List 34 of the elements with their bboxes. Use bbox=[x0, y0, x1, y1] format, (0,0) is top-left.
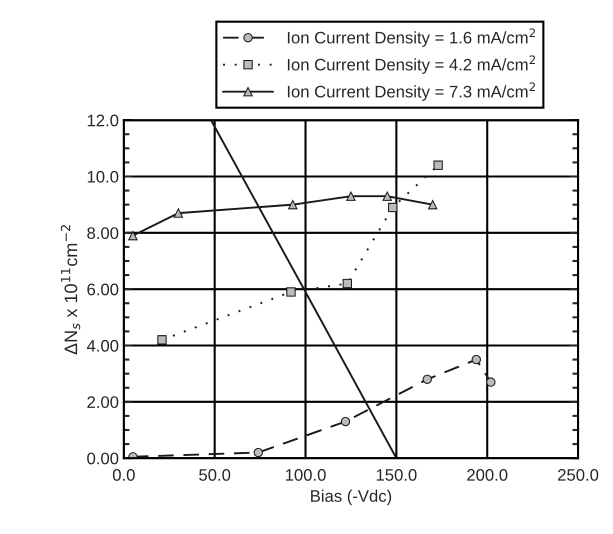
point bbox=[340, 416, 350, 426]
point bbox=[342, 278, 352, 288]
point bbox=[157, 335, 167, 345]
x-tick-label: 50.0 bbox=[199, 469, 230, 481]
x-axis-title: Bias (-Vdc) bbox=[311, 490, 392, 506]
y-tick-label: 6.00 bbox=[87, 284, 118, 296]
point bbox=[428, 200, 438, 210]
legend-label: Ion Current Density = 4.2 mA/cm$^{2}$ bbox=[288, 55, 535, 74]
y-tick-label: 10.0 bbox=[88, 170, 118, 183]
y-tick-label: 4.00 bbox=[86, 340, 118, 352]
legend-label: Ion Current Density = 7.3 mA/cm$^{2}$ bbox=[288, 82, 535, 101]
point bbox=[486, 377, 496, 387]
y-tick-label: 8.00 bbox=[87, 227, 118, 240]
y-axis-title: ΔN$_{s}$ x 10$^{11}$cm$^{−2}$ bbox=[60, 225, 80, 354]
point bbox=[382, 192, 392, 201]
point bbox=[472, 354, 481, 364]
point bbox=[346, 192, 356, 201]
point bbox=[254, 448, 263, 458]
x-tick-label: 100.0 bbox=[286, 469, 326, 481]
y-tick-label: 2.00 bbox=[87, 396, 118, 408]
point bbox=[174, 208, 184, 218]
x-tick-label: 150.0 bbox=[376, 469, 417, 481]
point bbox=[286, 287, 296, 297]
point bbox=[128, 230, 138, 240]
point bbox=[422, 374, 432, 384]
y-tick-label: 12.0 bbox=[88, 114, 118, 126]
x-tick-label: 250.0 bbox=[558, 469, 598, 481]
y-tick-label: 0.00 bbox=[87, 452, 118, 464]
point bbox=[388, 202, 398, 212]
point bbox=[433, 160, 443, 170]
point bbox=[288, 200, 298, 210]
x-tick-label: 0.0 bbox=[112, 469, 135, 481]
legend-label: Ion Current Density = 1.6 mA/cm$^{2}$ bbox=[288, 28, 535, 47]
x-tick-label: 200.0 bbox=[467, 469, 508, 481]
